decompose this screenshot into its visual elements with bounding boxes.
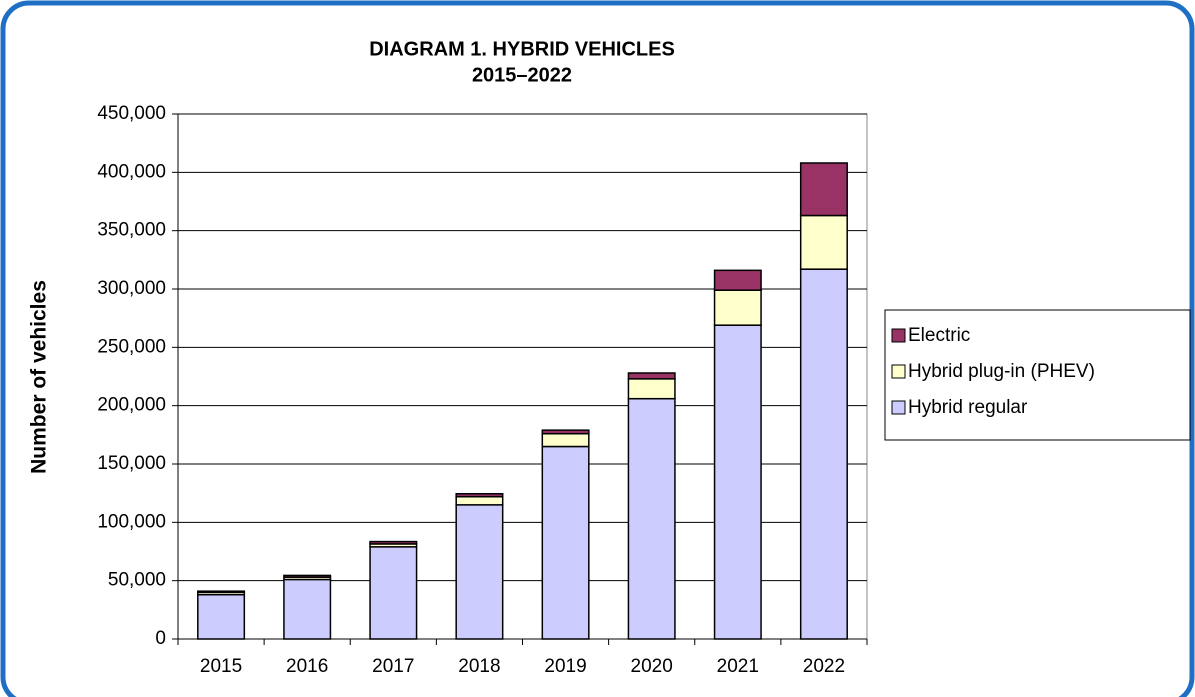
legend-swatch [891, 400, 906, 415]
bar-segment [369, 546, 418, 640]
bar-segment [541, 432, 590, 448]
y-axis-label: Number of vehicles [28, 280, 51, 474]
legend [884, 309, 1191, 441]
y-tick-label: 450,000 [97, 103, 166, 124]
x-tick-label: 2021 [717, 656, 759, 677]
bar-segment [541, 429, 590, 435]
bar-segment [799, 268, 848, 640]
chart-subtitle: 2015–2022 [472, 64, 572, 86]
y-tick-label: 300,000 [97, 278, 166, 299]
legend-label: Hybrid regular [908, 397, 1028, 418]
x-tick-label: 2022 [803, 656, 845, 677]
y-tick-label: 350,000 [97, 220, 166, 241]
bar-segment [455, 495, 504, 506]
y-tick-label: 200,000 [97, 395, 166, 416]
bar-segment [197, 593, 246, 640]
bar-segment [799, 162, 848, 217]
bar-segment [627, 378, 676, 400]
legend-swatch [891, 328, 906, 343]
y-tick-label: 0 [155, 628, 166, 649]
plot-area [177, 113, 868, 640]
legend-swatch [891, 364, 906, 379]
bar-segment [197, 590, 246, 594]
y-tick-label: 150,000 [97, 453, 166, 474]
y-tick-label: 250,000 [97, 336, 166, 357]
y-tick-label: 100,000 [97, 511, 166, 532]
x-tick-label: 2017 [372, 656, 414, 677]
bar-segment [283, 578, 332, 640]
bar-segment [713, 269, 762, 291]
x-tick-label: 2020 [631, 656, 673, 677]
bar-segment [799, 214, 848, 270]
bar-segment [627, 372, 676, 380]
y-tick-label: 50,000 [108, 570, 166, 591]
legend-label: Electric [908, 325, 970, 346]
x-tick-label: 2016 [286, 656, 328, 677]
bar-segment [713, 289, 762, 326]
x-tick-label: 2015 [200, 656, 242, 677]
x-tick-label: 2018 [458, 656, 500, 677]
x-tick-label: 2019 [544, 656, 586, 677]
bar-segment [283, 574, 332, 578]
bar-segment [455, 493, 504, 498]
legend-label: Hybrid plug-in (PHEV) [908, 361, 1095, 382]
bar-segment [455, 504, 504, 640]
bar-segment [627, 397, 676, 640]
chart-title: DIAGRAM 1. HYBRID VEHICLES [369, 38, 675, 60]
y-tick-label: 400,000 [97, 161, 166, 182]
bar-segment [713, 324, 762, 640]
bar-segment [369, 540, 418, 545]
bar-segment [541, 445, 590, 640]
